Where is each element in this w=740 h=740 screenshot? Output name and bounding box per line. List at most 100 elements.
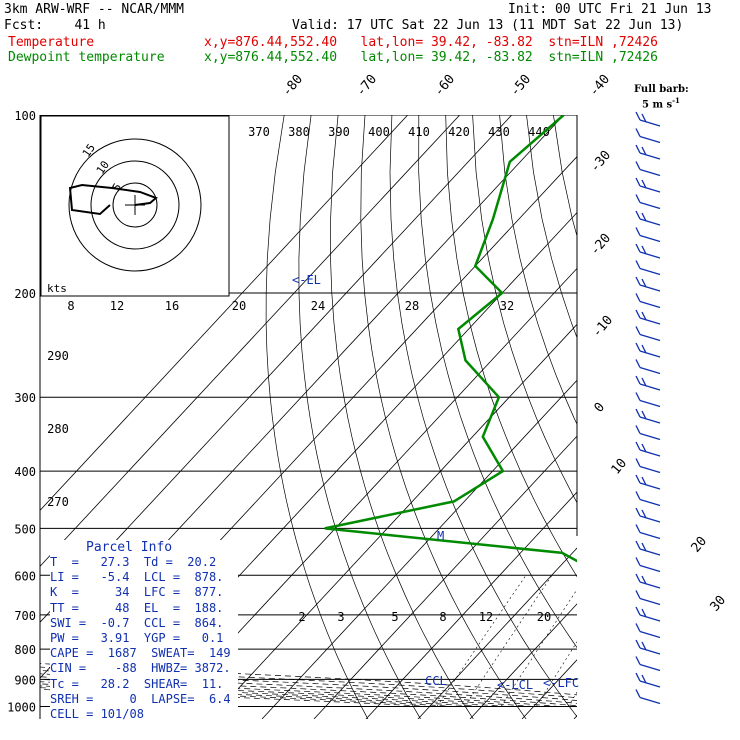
isotherm-label: -60 xyxy=(432,72,459,100)
mixing-ratio-low-label: 3 xyxy=(337,610,344,624)
wind-barb xyxy=(639,185,661,193)
wind-barb xyxy=(639,515,661,523)
wind-barb-flag xyxy=(635,557,641,566)
mixing-ratio-label: 24 xyxy=(311,299,325,313)
wind-barb-flag xyxy=(641,311,647,321)
pressure-tick-label: 1000 xyxy=(7,700,36,714)
theta-label: 400 xyxy=(368,125,390,139)
wind-barb-flag xyxy=(635,194,641,203)
barb-key-title: Full barb: xyxy=(634,84,689,95)
wind-barb-flag xyxy=(635,227,641,236)
hodograph-ring xyxy=(68,138,202,272)
mixing-ratio-line xyxy=(610,575,689,706)
wind-barb xyxy=(639,366,661,375)
isotherm-line xyxy=(678,115,740,719)
wind-barb-flag xyxy=(641,245,647,255)
lcl-marker: <-LCL xyxy=(497,678,534,692)
barb-key: Full barb: 5 m s-1 xyxy=(634,84,689,110)
wind-barb-flag xyxy=(641,674,647,684)
parcel-info-row: LI = -5.4 LCL = 878. xyxy=(50,570,224,585)
theta-label: 420 xyxy=(448,125,470,139)
barb-key-value: 5 m s xyxy=(642,99,673,111)
wind-barb-flag xyxy=(635,342,641,352)
isotherm-line xyxy=(40,115,461,567)
wind-barb-flag xyxy=(635,243,641,253)
wind-barb-flag xyxy=(641,377,647,387)
wind-barb-flag xyxy=(641,608,647,618)
parcel-info-panel: T = 27.3 Td = 20.2 LI = -5.4 LCL = 878. K … xyxy=(50,540,238,728)
dry-adiabat xyxy=(418,115,577,649)
wind-barb xyxy=(639,416,661,424)
wind-barb-flag xyxy=(635,260,641,269)
mixing-ratio-line xyxy=(567,691,577,707)
model-title: 3km ARW-WRF -- NCAR/MMM xyxy=(4,2,185,17)
wind-barb-flag xyxy=(641,575,647,585)
dry-adiabat xyxy=(553,115,577,238)
mixing-ratio-low-label: 20 xyxy=(537,610,551,624)
parcel-info-row: T = 27.3 Td = 20.2 xyxy=(50,555,217,569)
wind-barb xyxy=(639,531,661,540)
pressure-tick-label: 300 xyxy=(14,391,36,405)
dry-adiabat xyxy=(330,115,474,719)
wind-barb xyxy=(639,251,661,259)
hodograph-ring xyxy=(90,160,180,250)
wind-barb xyxy=(639,317,661,325)
isotherm-line xyxy=(313,435,577,719)
wind-barb-flag xyxy=(641,146,647,156)
wind-barb-flag xyxy=(635,177,641,187)
wind-barb xyxy=(639,614,661,622)
parcel-info-row: CELL = 101/08 xyxy=(50,707,144,722)
wind-barb-flag xyxy=(635,656,641,665)
wind-barb xyxy=(639,218,661,226)
barb-key-exp: -1 xyxy=(672,96,680,105)
isotherm-line xyxy=(730,115,740,719)
parcel-info-row: CIN = -88 HWBZ= 3872. xyxy=(50,661,231,676)
pressure-tick-label: 100 xyxy=(14,109,36,123)
wind-barb-flag xyxy=(635,441,641,451)
wind-barb xyxy=(639,498,661,507)
wind-barb-flag xyxy=(635,276,641,286)
wind-barb-flag xyxy=(641,542,647,552)
wind-barb xyxy=(639,350,661,358)
mixing-ratio-low-label: 12 xyxy=(479,610,493,624)
wind-barb xyxy=(639,465,661,474)
el-marker: <-EL xyxy=(292,273,321,287)
wind-barb-flag xyxy=(635,639,641,649)
wind-barb xyxy=(639,564,661,573)
wind-barb-flag xyxy=(635,524,641,533)
dry-adiabat xyxy=(389,115,577,718)
parcel-info-row: SWI = -0.7 CCL = 864. xyxy=(50,615,224,630)
ccl-marker: CCL xyxy=(425,674,447,688)
wind-barb-flag xyxy=(635,309,641,319)
dry-adiabat xyxy=(265,115,369,719)
isotherm-label: -40 xyxy=(587,72,614,100)
dry-adiabat xyxy=(526,115,577,339)
theta-label: 410 xyxy=(408,125,430,139)
dry-adiabat xyxy=(715,115,740,719)
isotherm-line xyxy=(261,379,577,719)
isotherm-line xyxy=(157,267,577,719)
wind-barb xyxy=(639,333,661,342)
hodograph-ring-label: 10 xyxy=(94,158,112,176)
theta-side-label: 290 xyxy=(47,349,69,363)
parcel-info-row: CAPE = 1687 SWEAT= 149 xyxy=(50,646,231,661)
wind-barb-flag xyxy=(635,590,641,599)
mixing-ratio-low-label: 2 xyxy=(298,610,305,624)
dry-adiabat xyxy=(607,115,740,719)
theta-label: 430 xyxy=(488,125,510,139)
wind-barb xyxy=(639,581,661,589)
wind-barb-flag xyxy=(635,144,641,154)
lfc-marker: <-LFC xyxy=(543,676,580,690)
wind-barb xyxy=(639,201,661,210)
wind-barb-flag xyxy=(635,161,641,170)
wind-barb-flag xyxy=(641,212,647,222)
valid-time: Valid: 17 UTC Sat 22 Jun 13 (11 MDT Sat … xyxy=(292,18,684,33)
wind-barb xyxy=(639,680,661,688)
wind-barb xyxy=(639,399,661,408)
wind-barb-flag xyxy=(641,641,647,651)
isotherm-label: -50 xyxy=(508,72,535,100)
dewpoint-profile xyxy=(324,115,577,563)
wind-barb xyxy=(639,152,661,160)
pressure-tick-label: 200 xyxy=(14,287,36,301)
wind-barb-flag xyxy=(635,359,641,368)
